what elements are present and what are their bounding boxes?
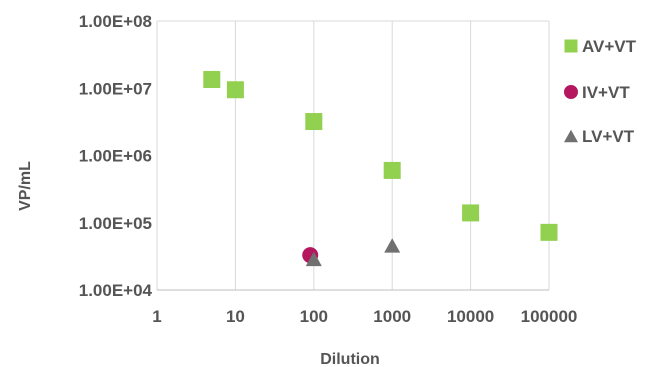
- y-tick-label: 1.00E+06: [79, 147, 152, 166]
- x-tick-label: 1: [152, 307, 161, 326]
- data-point-square: [305, 113, 323, 131]
- legend-marker-triangle: [564, 129, 578, 143]
- legend-marker-square: [564, 39, 578, 53]
- x-axis-title: Dilution: [320, 351, 380, 367]
- legend-marker-circle: [564, 85, 578, 99]
- legend-label: IV+VT: [582, 83, 630, 102]
- legend-label: LV+VT: [582, 127, 635, 146]
- data-point-square: [383, 161, 401, 179]
- data-point-triangle: [384, 238, 401, 253]
- x-tick-label: 100000: [521, 307, 578, 326]
- y-tick-label: 1.00E+04: [79, 281, 153, 300]
- y-tick-label: 1.00E+05: [79, 214, 152, 233]
- y-tick-label: 1.00E+07: [79, 79, 152, 98]
- data-point-square: [226, 81, 244, 99]
- data-point-square: [462, 204, 480, 222]
- y-tick-label: 1.00E+08: [79, 12, 152, 31]
- x-tick-label: 1000: [373, 307, 411, 326]
- legend: AV+VT IV+VT LV+VT: [564, 37, 637, 146]
- x-tick-label: 10000: [447, 307, 494, 326]
- data-point-square: [203, 70, 221, 88]
- x-tick-label: 10: [226, 307, 245, 326]
- x-tick-label: 100: [300, 307, 328, 326]
- axes: [157, 20, 549, 291]
- y-axis-title: VP/mL: [17, 161, 34, 211]
- legend-label: AV+VT: [582, 37, 637, 56]
- data-point-triangle: [305, 251, 322, 267]
- data-points: [203, 70, 558, 267]
- gridlines: [156, 21, 550, 290]
- data-point-square: [540, 223, 558, 241]
- tick-labels: 1.00E+04 1.00E+05 1.00E+06 1.00E+07 1.00E+08…: [79, 12, 578, 326]
